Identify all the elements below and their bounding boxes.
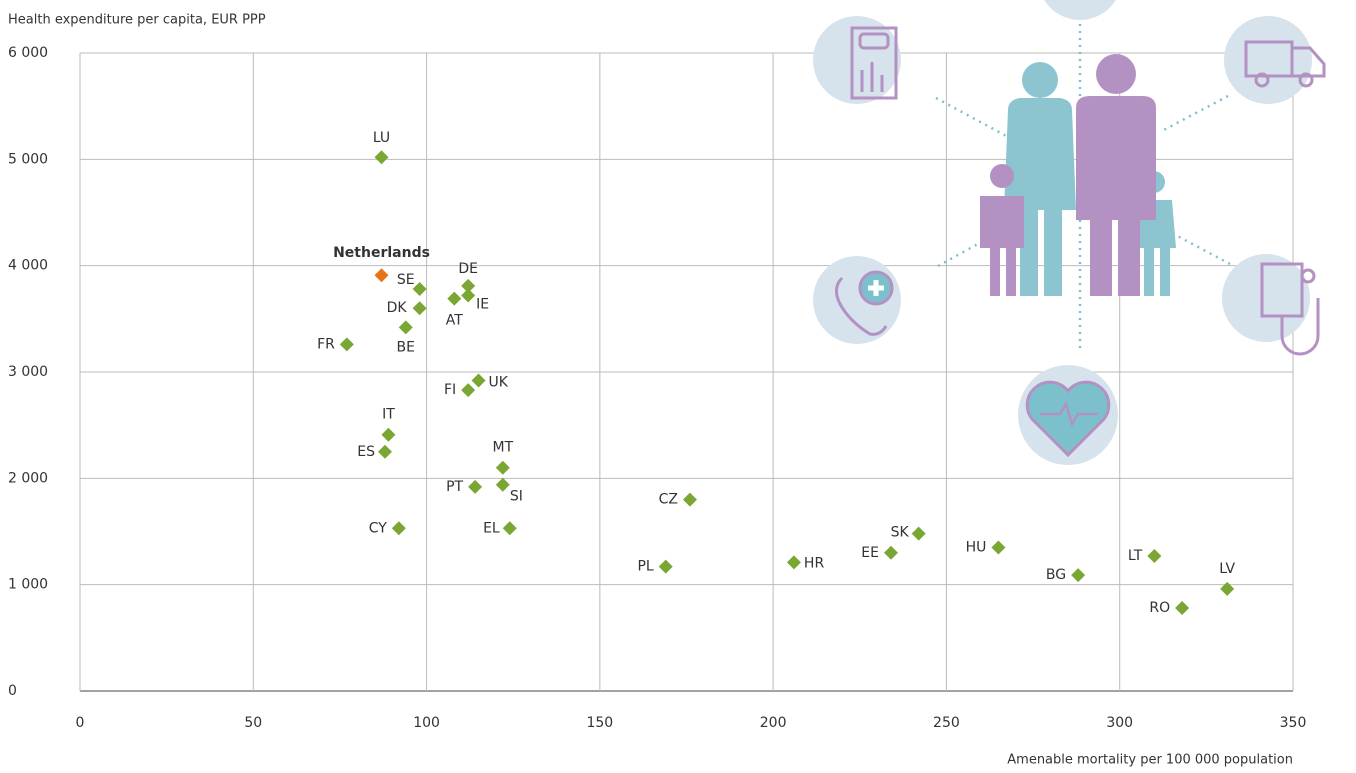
point-label: DK — [387, 300, 408, 316]
point-label: ES — [357, 444, 375, 460]
point-label: UK — [489, 375, 509, 391]
point-label: FR — [317, 336, 335, 352]
point — [412, 282, 427, 297]
y-tick-label: 5 000 — [8, 151, 48, 167]
point-label: AT — [446, 313, 463, 329]
point — [1175, 601, 1190, 616]
point — [911, 526, 926, 541]
point — [391, 521, 406, 536]
x-tick-label: 300 — [1106, 715, 1133, 731]
point — [377, 444, 392, 459]
y-tick-label: 6 000 — [8, 45, 48, 61]
point — [682, 492, 697, 507]
point — [461, 383, 476, 398]
y-tick-label: 4 000 — [8, 258, 48, 274]
point — [461, 288, 476, 303]
point-label: LV — [1219, 561, 1235, 577]
x-tick-label: 150 — [586, 715, 613, 731]
point-label: MT — [492, 440, 513, 456]
x-tick-label: 50 — [244, 715, 262, 731]
point — [398, 320, 413, 335]
point-label: SE — [397, 272, 415, 288]
y-tick-label: 2 000 — [8, 470, 48, 486]
point — [471, 373, 486, 388]
point-label: HR — [804, 555, 825, 571]
point — [374, 150, 389, 165]
point — [1071, 568, 1086, 583]
y-tick-label: 1 000 — [8, 577, 48, 593]
point — [381, 427, 396, 442]
x-tick-label: 100 — [413, 715, 440, 731]
point — [786, 555, 801, 570]
x-tick-label: 0 — [76, 715, 85, 731]
point-label: CY — [369, 520, 388, 536]
point-label: CZ — [659, 492, 678, 508]
point-label: BE — [397, 339, 415, 355]
point-label: PL — [637, 559, 653, 575]
point-label: IT — [382, 407, 395, 423]
point — [374, 268, 389, 283]
y-tick-label: 0 — [8, 683, 17, 699]
point — [412, 301, 427, 316]
point — [883, 545, 898, 560]
y-tick-label: 3 000 — [8, 364, 48, 380]
point — [1147, 548, 1162, 563]
point-label: PT — [446, 479, 463, 495]
point-label: EL — [483, 520, 500, 536]
point-label: LU — [373, 130, 390, 146]
point — [502, 521, 517, 536]
point — [495, 460, 510, 475]
x-tick-label: 200 — [760, 715, 787, 731]
point — [339, 337, 354, 352]
point-label: Netherlands — [333, 245, 430, 261]
point — [495, 477, 510, 492]
x-axis-title: Amenable mortality per 100 000 populatio… — [1007, 753, 1293, 768]
x-tick-label: 350 — [1280, 715, 1307, 731]
point-label: FI — [444, 382, 456, 398]
point-label: BG — [1046, 567, 1066, 583]
point-label: SK — [891, 525, 910, 541]
point — [461, 278, 476, 293]
point-label: EE — [861, 545, 879, 561]
point-label: LT — [1128, 548, 1143, 564]
x-tick-label: 250 — [933, 715, 960, 731]
point-label: SI — [510, 489, 523, 505]
point — [991, 540, 1006, 555]
point — [1220, 581, 1235, 596]
point-label: IE — [476, 296, 489, 312]
point — [468, 479, 483, 494]
point-label: RO — [1149, 600, 1170, 616]
point-label: DE — [458, 261, 478, 277]
point — [658, 559, 673, 574]
illustration — [813, 0, 1326, 465]
point-label: HU — [966, 539, 987, 555]
y-axis-title: Health expenditure per capita, EUR PPP — [8, 13, 266, 28]
point — [447, 291, 462, 306]
